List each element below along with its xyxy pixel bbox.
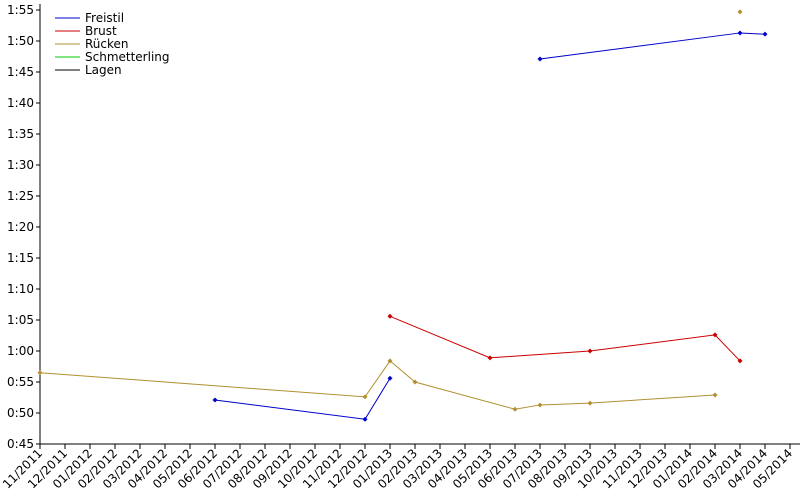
data-point xyxy=(362,416,368,422)
y-tick-label: 1:55 xyxy=(7,3,34,17)
data-point xyxy=(487,355,493,361)
series-line xyxy=(39,360,716,410)
y-tick-label: 1:20 xyxy=(7,220,34,234)
legend-label: Schmetterling xyxy=(85,50,170,64)
data-point xyxy=(737,9,743,15)
data-point xyxy=(737,358,743,364)
y-tick-label: 1:00 xyxy=(7,344,34,358)
data-point xyxy=(712,392,718,398)
y-tick-label: 1:45 xyxy=(7,65,34,79)
data-point xyxy=(762,31,768,37)
data-point xyxy=(537,402,543,408)
series-line xyxy=(214,378,391,420)
y-tick-label: 0:50 xyxy=(7,406,34,420)
data-point xyxy=(537,56,543,62)
y-tick-label: 1:10 xyxy=(7,282,34,296)
y-tick-label: 1:30 xyxy=(7,158,34,172)
data-point xyxy=(737,30,743,36)
y-tick-label: 1:40 xyxy=(7,96,34,110)
data-point xyxy=(512,406,518,412)
series-line xyxy=(389,315,741,362)
y-tick-label: 0:55 xyxy=(7,375,34,389)
data-point xyxy=(212,397,218,403)
data-point xyxy=(412,379,418,385)
data-point xyxy=(387,358,393,364)
data-point xyxy=(387,313,393,319)
data-point xyxy=(587,400,593,406)
data-point xyxy=(37,370,43,376)
y-tick-label: 1:25 xyxy=(7,189,34,203)
series-line xyxy=(539,32,766,60)
data-point xyxy=(362,394,368,400)
y-tick-label: 1:05 xyxy=(7,313,34,327)
data-point xyxy=(387,375,393,381)
legend-label: Brust xyxy=(85,24,117,38)
legend-label: Lagen xyxy=(85,63,122,77)
y-tick-label: 1:35 xyxy=(7,127,34,141)
legend-label: Rücken xyxy=(85,37,129,51)
legend-label: Freistil xyxy=(85,11,124,25)
y-tick-label: 1:15 xyxy=(7,251,34,265)
data-point xyxy=(712,332,718,338)
y-tick-label: 1:50 xyxy=(7,34,34,48)
y-tick-label: 0:45 xyxy=(7,437,34,451)
data-point xyxy=(587,348,593,354)
